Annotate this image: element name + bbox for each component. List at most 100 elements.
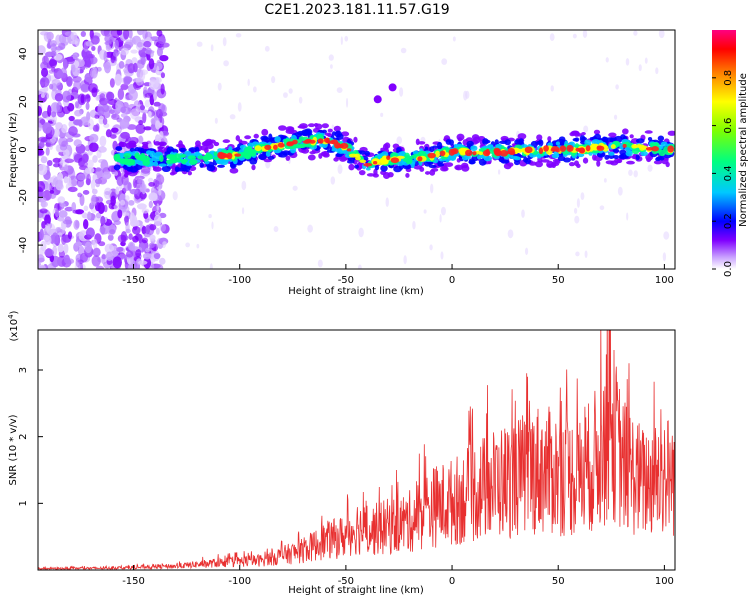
ridge-speck: [629, 134, 634, 139]
noise-speck: [54, 92, 64, 102]
noise-speck: [63, 176, 69, 184]
noise-speck: [66, 137, 74, 143]
ridge-speck: [427, 152, 436, 159]
ridge-speck: [436, 141, 443, 150]
noise-speck: [52, 157, 61, 163]
noise-speck: [126, 124, 137, 130]
noise-speck: [112, 256, 122, 269]
ridge-speck: [405, 173, 410, 178]
noise-speck: [48, 69, 55, 74]
y-tick-label: 40: [18, 48, 29, 61]
noise-speck: [38, 181, 46, 193]
noise-speck: [105, 129, 112, 138]
x-tick-label: 100: [655, 576, 674, 587]
noise-speck: [49, 83, 54, 90]
ridge-speck: [126, 158, 135, 164]
ridge-speck: [251, 164, 256, 171]
faint-speck: [497, 169, 501, 175]
noise-speck: [136, 60, 145, 69]
noise-speck: [157, 37, 167, 45]
noise-speck: [117, 234, 127, 243]
ridge-speck: [667, 145, 675, 153]
noise-speck: [67, 231, 73, 240]
noise-speck: [142, 252, 152, 260]
faint-speck: [633, 170, 638, 178]
ridge-speck: [439, 150, 446, 157]
faint-speck: [626, 212, 629, 221]
noise-speck: [134, 175, 145, 180]
ridge-speck: [640, 151, 648, 157]
ridge-speck: [187, 171, 192, 176]
ridge-speck: [547, 136, 552, 142]
noise-speck: [57, 244, 64, 253]
ridge-speck: [458, 148, 466, 153]
faint-speck: [423, 209, 427, 214]
ridge-speck: [159, 154, 164, 163]
ridge-speck: [234, 153, 242, 157]
ridge-speck: [465, 149, 473, 157]
ridge-speck: [612, 154, 620, 159]
noise-speck: [136, 30, 144, 36]
y-tick-label: 20: [18, 95, 29, 108]
ridge-speck: [434, 150, 441, 158]
spectrogram-x-label: Height of straight line (km): [288, 286, 424, 297]
noise-speck: [149, 234, 156, 241]
noise-speck: [57, 172, 64, 182]
ridge-speck: [626, 160, 635, 165]
noise-speck: [155, 120, 161, 130]
noise-speck: [92, 124, 99, 132]
ridge-speck: [528, 161, 537, 166]
ridge-speck: [125, 142, 135, 149]
noise-speck: [143, 232, 152, 238]
faint-speck: [330, 64, 333, 69]
snr-y-label: SNR (10 * v/v): [8, 414, 19, 485]
noise-speck: [136, 203, 147, 210]
ridge-speck: [635, 154, 640, 161]
noise-speck: [136, 179, 143, 184]
noise-speck: [122, 101, 129, 109]
noise-speck: [38, 105, 43, 116]
ridge-speck: [627, 150, 633, 154]
noise-speck: [144, 99, 151, 108]
noise-speck: [148, 58, 155, 70]
faint-speck: [273, 226, 279, 233]
ridge-speck: [428, 164, 437, 169]
noise-speck: [44, 248, 55, 257]
noise-speck: [148, 181, 155, 187]
y-tick-label: -20: [18, 189, 29, 205]
noise-speck: [39, 246, 44, 257]
faint-speck: [264, 45, 270, 52]
ridge-speck: [637, 143, 642, 149]
ridge-speck: [571, 130, 580, 136]
ridge-speck: [119, 141, 127, 148]
ridge-speck: [396, 155, 405, 159]
ridge-speck: [353, 136, 358, 143]
snr-frame: [37, 329, 676, 571]
noise-speck: [147, 110, 152, 117]
x-tick-label: 50: [552, 576, 565, 587]
ridge-speck: [658, 149, 666, 157]
ridge-speck: [309, 151, 316, 155]
ridge-speck: [653, 160, 663, 165]
ridge-speck: [577, 147, 585, 153]
noise-speck: [124, 195, 130, 202]
ridge-speck: [303, 140, 311, 144]
ridge-speck: [558, 136, 566, 142]
noise-speck: [139, 104, 146, 111]
ridge-speck: [260, 135, 269, 141]
noise-speck: [68, 115, 75, 122]
ridge-speck: [249, 158, 258, 165]
ridge-speck: [417, 156, 423, 162]
ridge-speck: [137, 147, 143, 153]
colorbar-gradient: [712, 30, 736, 269]
noise-speck: [147, 177, 154, 183]
noise-speck: [155, 108, 164, 119]
noise-speck: [141, 208, 150, 214]
ridge-speck: [551, 161, 557, 169]
y-tick-label: -40: [18, 237, 29, 253]
ridge-speck: [524, 157, 531, 165]
noise-speck: [109, 78, 115, 88]
noise-speck: [148, 192, 158, 202]
noise-speck: [110, 30, 121, 39]
noise-speck: [112, 50, 119, 57]
